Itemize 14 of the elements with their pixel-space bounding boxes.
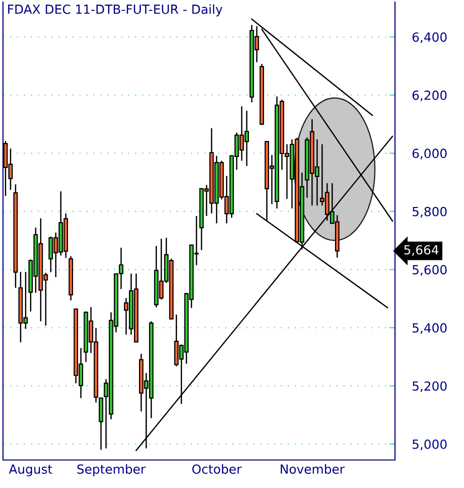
x-tick-label: October [192, 464, 242, 474]
y-tick-label: 6,400 [412, 32, 447, 44]
x-tick-label: August [8, 464, 52, 476]
y-tick-label: 6,000 [412, 148, 447, 160]
y-tick-label: 5,400 [412, 323, 447, 334]
text: 5,664 [404, 245, 438, 256]
y-tick-label: 6,200 [412, 90, 447, 102]
y-tick-label: 5,200 [412, 381, 447, 392]
chart-title: FDAX DEC 11-DTB-FUT-EUR - Daily [8, 4, 222, 16]
y-tick-label: 5,600 [412, 265, 447, 276]
x-tick-label: November [280, 464, 345, 474]
x-tick-label: September [77, 464, 146, 476]
y-tick-label: 5,000 [412, 439, 447, 450]
y-tick-label: 5,800 [412, 206, 447, 218]
